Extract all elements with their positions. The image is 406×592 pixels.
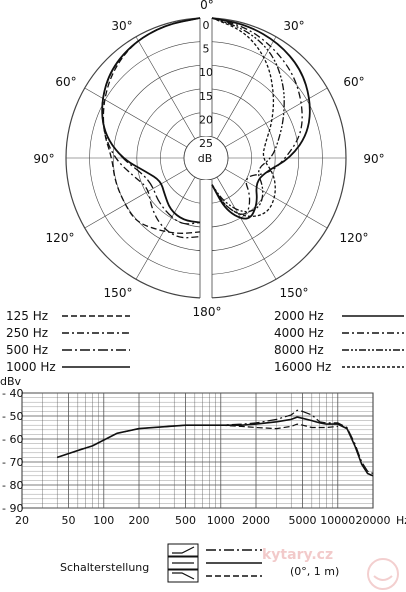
x-tick-200: 200: [129, 514, 150, 527]
polar-split-bottom: [200, 180, 212, 300]
polar-curve-right-2000hz: [211, 17, 311, 220]
angle-label-right-60: 60°: [343, 75, 364, 89]
watermark-logo: kytary.cz: [262, 547, 333, 563]
switch-falling-icon-glyph: [172, 572, 195, 580]
y-tick--70: - 70: [2, 456, 23, 469]
watermark-badge: [367, 558, 399, 590]
measurement-condition: (0°, 1 m): [290, 565, 339, 578]
polar-curve-right-16000hz: [211, 17, 276, 218]
radial-unit-label: dB: [198, 152, 213, 165]
y-tick--60: - 60: [2, 433, 23, 446]
polar-pattern-chart: 0 5 10 15 20 25 0° 30° 60° 90° 120° 150° 180°…: [33, 0, 384, 319]
angle-label-right-30: 30°: [283, 19, 304, 33]
polar-spoke-150: [216, 176, 277, 280]
angle-label-bottom: 180°: [193, 305, 222, 319]
x-tick-10000: 10000: [320, 514, 355, 527]
polar-spoke-210: [135, 176, 196, 280]
switch-falling-icon: [167, 569, 199, 583]
polar-spoke-330: [135, 36, 196, 140]
polar-curve-left-125hz: [102, 17, 201, 234]
angle-label-right-90: 90°: [363, 152, 384, 166]
polar-grid: 0 5 10 15 20 25: [65, 16, 347, 300]
legend-label-8000hz: 8000 Hz: [274, 343, 324, 357]
legend-label-16000hz: 16000 Hz: [274, 360, 331, 374]
polar-split-top: [200, 16, 212, 136]
y-axis-label: dBv: [0, 375, 22, 388]
legend-label-250hz: 250 Hz: [6, 326, 48, 340]
x-tick-20000: 20000: [356, 514, 391, 527]
legend-label-125hz: 125 Hz: [6, 309, 48, 323]
angle-label-left-90: 90°: [33, 152, 54, 166]
frequency-frame: [21, 392, 374, 509]
angle-label-top: 0°: [200, 0, 214, 12]
frequency-tick-labels: 20 50 100 200 500 1000 2000 5000 10000 20000 - 40 -…: [2, 387, 391, 527]
y-tick--90: - 90: [2, 502, 23, 515]
polar-curve-left-250hz: [101, 17, 201, 239]
y-tick--40: - 40: [2, 387, 23, 400]
frequency-legend: 125 Hz 250 Hz 500 Hz 1000 Hz 2000 Hz 4000 Hz 8…: [6, 309, 404, 374]
radial-tick-0: 0: [203, 19, 210, 32]
x-tick-500: 500: [175, 514, 196, 527]
polar-curve-right-4000hz: [211, 17, 303, 215]
legend-label-2000hz: 2000 Hz: [274, 309, 324, 323]
switch-legend: Schalterstellung (0°, 1 m) kytary.cz: [60, 543, 399, 590]
polar-curves: [101, 17, 311, 239]
angle-label-left-30: 30°: [111, 19, 132, 33]
polar-curve-left-500hz: [101, 17, 201, 225]
x-axis-unit: Hz: [396, 514, 406, 527]
polar-spoke-60: [224, 87, 328, 148]
x-tick-1000: 1000: [207, 514, 235, 527]
x-tick-100: 100: [93, 514, 114, 527]
frequency-grid: [21, 392, 374, 509]
frequency-curve-dashed: [220, 423, 338, 430]
x-tick-50: 50: [62, 514, 76, 527]
x-tick-20: 20: [15, 514, 29, 527]
frequency-response-chart: dBv Hz 20 50 100 200 500 1000 2000 500010000200…: [0, 375, 406, 527]
frequency-curve-solid: [56, 416, 374, 477]
polar-spoke-240: [84, 168, 188, 229]
frequency-curves: [56, 409, 374, 477]
polar-spoke-30: [216, 36, 277, 140]
radial-tick-20: 20: [199, 113, 213, 126]
x-tick-5000: 5000: [289, 514, 317, 527]
radial-tick-15: 15: [199, 90, 213, 103]
switch-rising-icon: [167, 543, 199, 557]
angle-label-right-150: 150°: [280, 286, 309, 300]
polar-curve-right-8000hz: [211, 17, 285, 213]
angle-label-left-60: 60°: [55, 75, 76, 89]
legend-label-500hz: 500 Hz: [6, 343, 48, 357]
angle-label-right-120: 120°: [340, 231, 369, 245]
legend-label-4000hz: 4000 Hz: [274, 326, 324, 340]
radial-tick-5: 5: [203, 43, 210, 56]
polar-curve-left-1000hz: [101, 17, 201, 224]
switch-rising-icon-glyph: [172, 546, 195, 554]
radial-tick-10: 10: [199, 66, 213, 79]
polar-labels: 0° 30° 60° 90° 120° 150° 180° 30° 60° 90…: [33, 0, 384, 319]
y-tick--50: - 50: [2, 410, 23, 423]
y-tick--80: - 80: [2, 479, 23, 492]
polar-spoke-300: [84, 87, 188, 148]
radial-tick-25: 25: [199, 137, 213, 150]
angle-label-left-120: 120°: [46, 231, 75, 245]
x-tick-2000: 2000: [242, 514, 270, 527]
frequency-curve-longdashdot: [57, 409, 374, 475]
angle-label-left-150: 150°: [104, 286, 133, 300]
switch-position-label: Schalterstellung: [60, 561, 149, 574]
polar-spoke-120: [224, 168, 328, 229]
legend-label-1000hz: 1000 Hz: [6, 360, 56, 374]
